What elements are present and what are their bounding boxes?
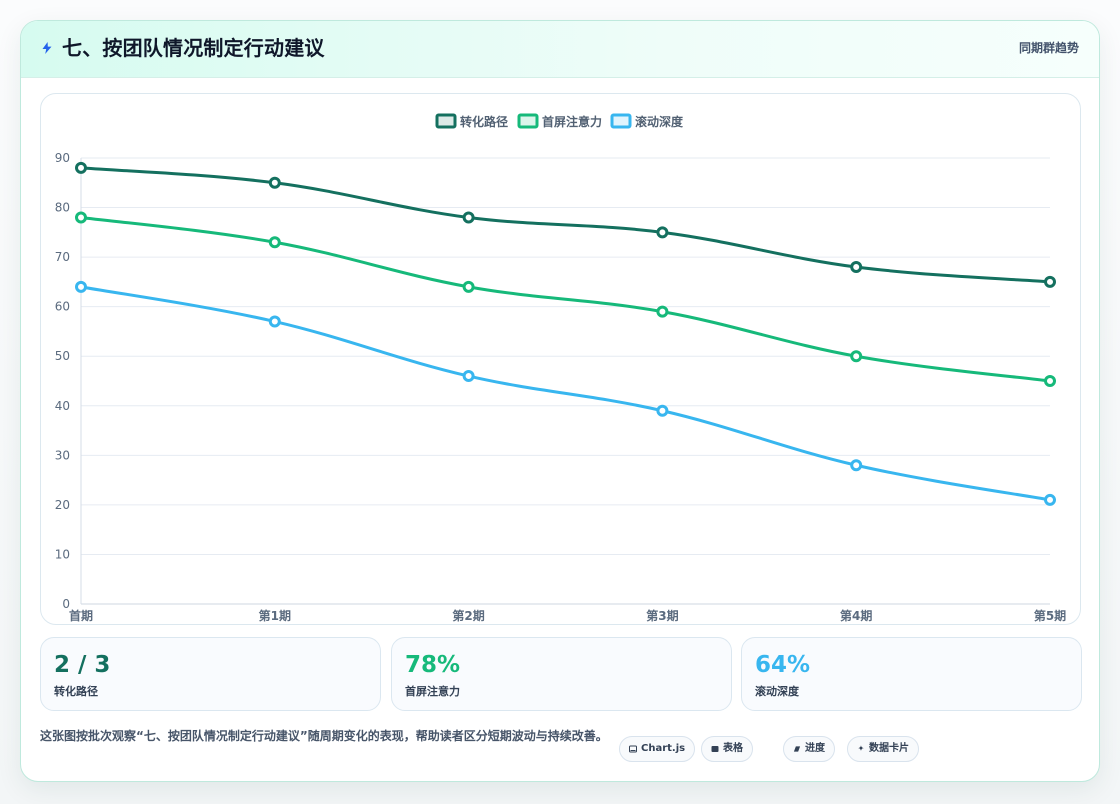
series-point — [268, 315, 281, 328]
y-tick-label: 50 — [55, 349, 70, 363]
series-line-2 — [79, 215, 1052, 383]
chart-panel: 0 10 20 30 40 50 60 70 80 90 首期 第1期 第2期 第3期 第4期 第5期 转化路径… — [40, 93, 1081, 625]
y-axis-ticks: 0 10 20 30 40 50 60 70 80 90 — [55, 151, 70, 611]
series-point — [1044, 493, 1056, 506]
y-tick-label: 20 — [55, 498, 70, 512]
y-tick-label: 90 — [55, 151, 70, 165]
series-point — [850, 350, 863, 363]
series-point — [850, 261, 863, 274]
series-point — [462, 280, 475, 293]
metric-value: 2 / 3 — [54, 652, 111, 678]
y-tick-label: 80 — [55, 201, 70, 215]
y-tick-label: 10 — [55, 547, 70, 561]
series-point — [75, 161, 87, 174]
series-point — [1044, 275, 1056, 288]
report-card: 七、按团队情况制定行动建议 同期群趋势 0 10 20 30 40 50 60 70 80 90 首… — [20, 20, 1100, 782]
legend-label: 转化路径 — [460, 114, 508, 129]
card-header: 七、按团队情况制定行动建议 同期群趋势 — [21, 21, 1099, 78]
series-point — [656, 404, 669, 417]
series-point — [268, 176, 281, 189]
legend-swatch — [610, 113, 632, 129]
tag-label: Chart.js — [641, 743, 686, 754]
tag-label: 数据卡片 — [869, 743, 909, 754]
y-tick-label: 0 — [62, 597, 70, 611]
y-tick-label: 70 — [55, 250, 70, 264]
series-lines — [75, 161, 1056, 506]
metric-card-conversion-path: 2 / 3 转化路径 — [40, 637, 381, 711]
series-point — [462, 211, 475, 224]
x-tick-label: 第4期 — [840, 608, 872, 623]
series-point — [268, 236, 281, 249]
metric-value: 78% — [405, 652, 461, 678]
x-tick-label: 第3期 — [646, 608, 678, 623]
metric-label: 滚动深度 — [755, 685, 799, 698]
legend-label: 首屏注意力 — [542, 114, 602, 129]
legend-swatch — [435, 113, 457, 129]
legend-swatch — [517, 113, 539, 129]
series-point — [1044, 375, 1056, 387]
page-title: 七、按团队情况制定行动建议 — [62, 36, 325, 60]
tag-label: 表格 — [723, 743, 743, 754]
x-tick-label: 第1期 — [259, 608, 291, 623]
series-point — [462, 370, 475, 383]
y-tick-label: 30 — [55, 448, 70, 462]
metric-cards: 2 / 3 转化路径 78% 首屏注意力 64% 滚动深度 — [40, 637, 1082, 711]
x-tick-label: 第5期 — [1034, 608, 1066, 623]
chart-icon — [629, 745, 637, 753]
series-point — [850, 459, 863, 472]
metric-card-scroll-depth: 64% 滚动深度 — [741, 637, 1082, 711]
tag-chartjs: Chart.js — [619, 736, 696, 762]
trend-subtitle: 同期群趋势 — [1018, 41, 1079, 55]
tag-label: 进度 — [805, 743, 825, 754]
series-point — [656, 305, 669, 318]
metric-card-first-screen-attention: 78% 首屏注意力 — [391, 637, 732, 711]
tag-data-card: ✦ 数据卡片 — [847, 736, 919, 762]
metric-label: 转化路径 — [54, 685, 98, 698]
legend-label: 滚动深度 — [635, 114, 684, 129]
x-tick-label: 首期 — [69, 608, 93, 623]
series-line-1 — [79, 166, 1052, 284]
metric-label: 首屏注意力 — [405, 685, 460, 698]
metric-value: 64% — [755, 652, 811, 678]
y-tick-label: 60 — [55, 300, 70, 314]
tag-table: 表格 — [701, 736, 753, 762]
series-line-3 — [79, 285, 1052, 502]
y-tick-label: 40 — [55, 399, 70, 413]
tag-progress: 进度 — [783, 736, 835, 762]
series-point — [75, 280, 87, 293]
series-point — [75, 211, 87, 224]
table-icon — [711, 745, 719, 753]
chart-description: 这张图按批次观察“七、按团队情况制定行动建议”随周期变化的表现，帮助读者区分短期… — [40, 729, 608, 743]
chart-grid — [81, 157, 1050, 605]
chart-legend: 转化路径 首屏注意力 滚动深度 — [435, 113, 684, 129]
sparkle-icon: ✦ — [857, 744, 865, 753]
progress-icon — [793, 745, 801, 753]
line-chart: 0 10 20 30 40 50 60 70 80 90 首期 第1期 第2期 第3期 第4期 第5期 转化路径… — [55, 113, 1066, 623]
x-axis-ticks: 首期 第1期 第2期 第3期 第4期 第5期 — [69, 608, 1066, 623]
series-point — [656, 226, 669, 239]
x-tick-label: 第2期 — [452, 608, 484, 623]
lightning-icon — [39, 38, 55, 58]
